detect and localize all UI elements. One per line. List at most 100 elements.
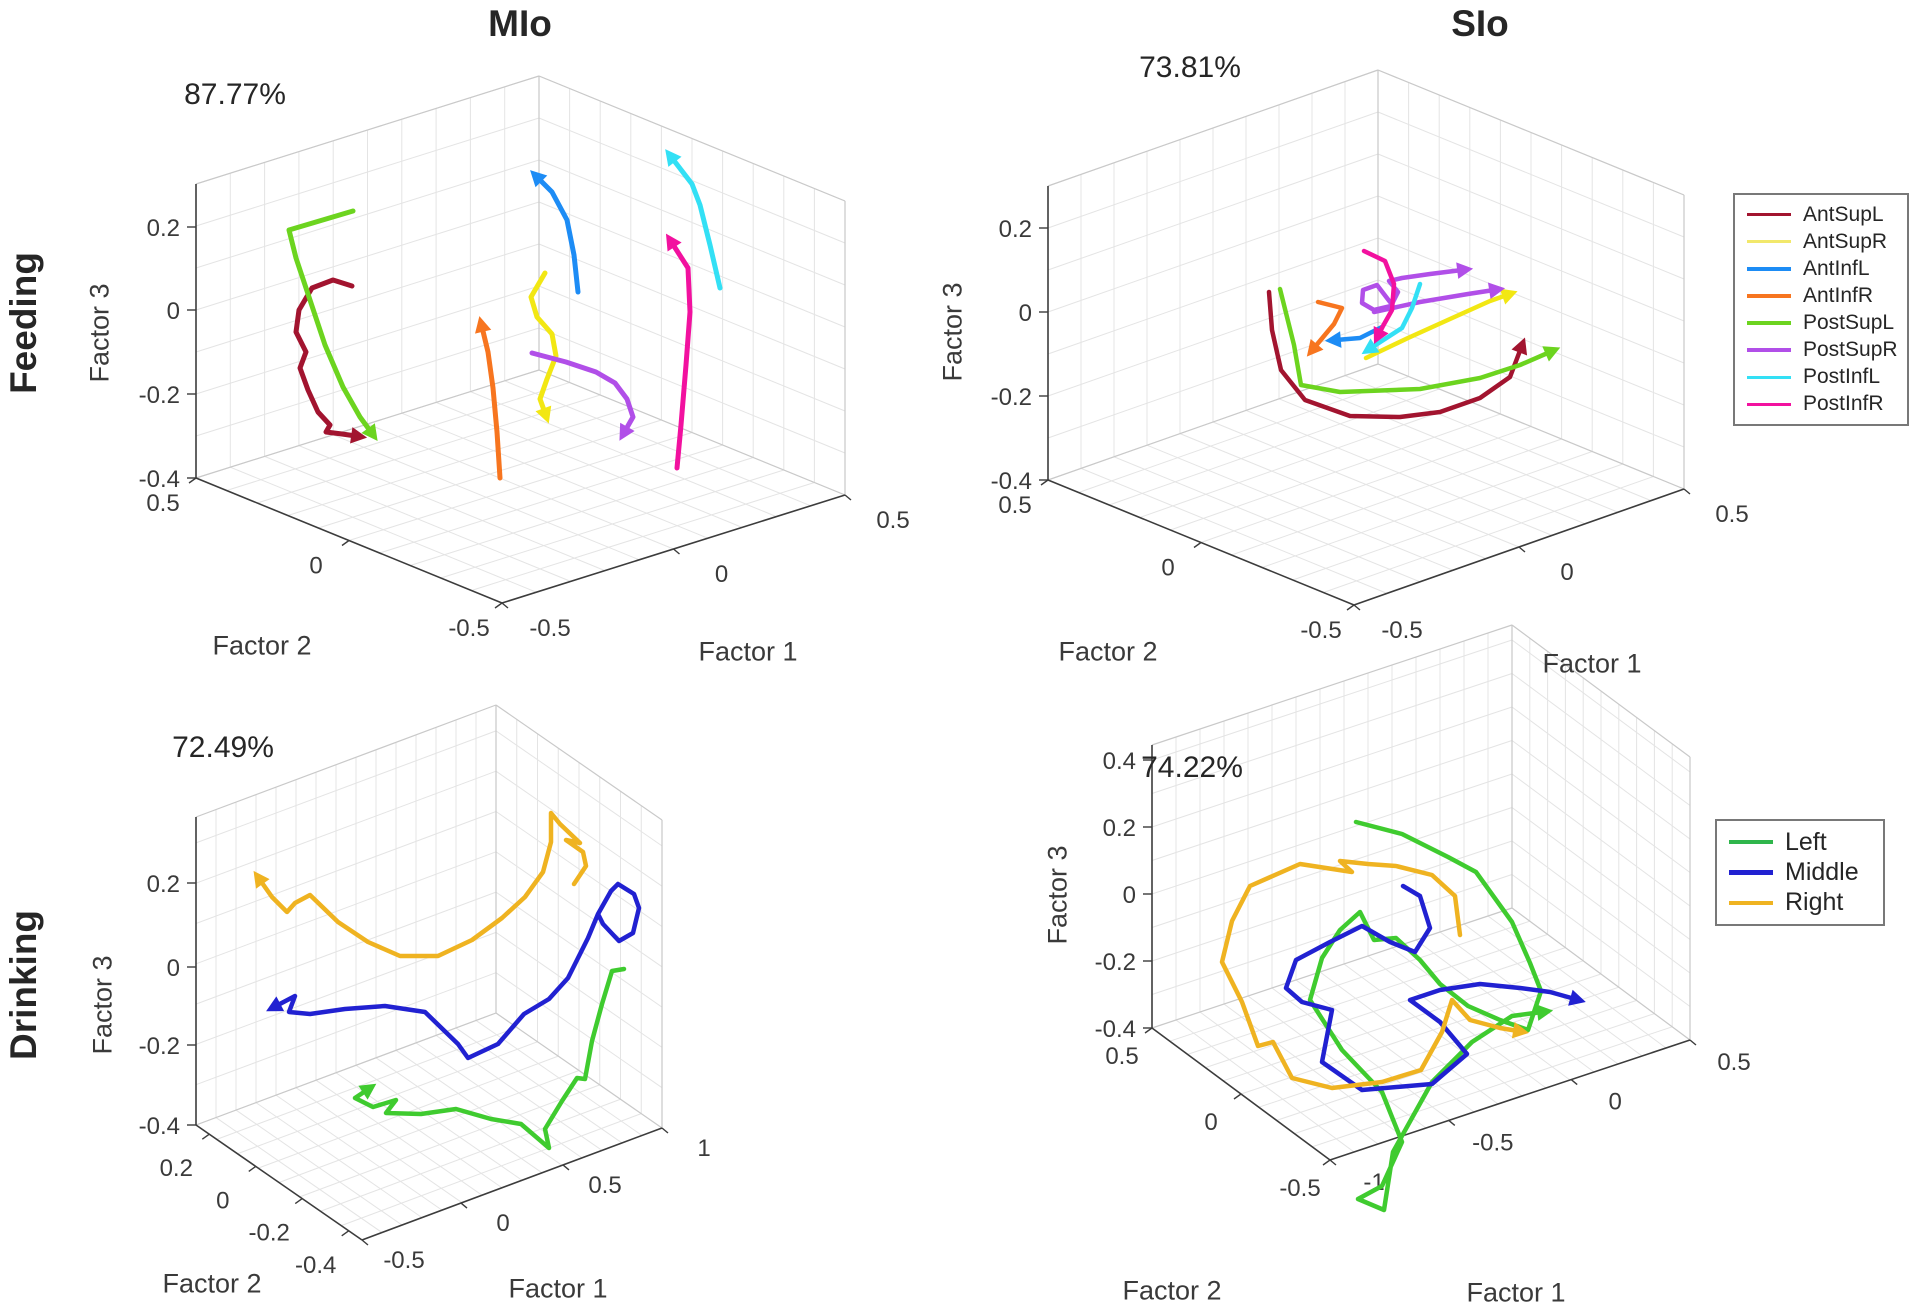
trajectory-antsupr bbox=[528, 270, 559, 416]
box-edge bbox=[1047, 69, 1379, 187]
tick-mark bbox=[1346, 604, 1355, 611]
legend-line-swatch bbox=[1747, 267, 1791, 271]
trajectory-postinfr bbox=[669, 240, 693, 471]
factor1-tick-label: 0 bbox=[715, 561, 728, 588]
grid-line bbox=[348, 432, 693, 541]
legend-item: Left bbox=[1717, 828, 1883, 857]
grid-line bbox=[195, 811, 497, 924]
tick-mark bbox=[248, 1165, 257, 1172]
legend-item-label: Left bbox=[1785, 827, 1827, 856]
factor1-tick-label: 0 bbox=[1609, 1089, 1622, 1116]
trajectory-middle bbox=[1283, 883, 1578, 1093]
factor1-tick-label: -0.5 bbox=[383, 1247, 424, 1274]
grid-line bbox=[195, 159, 540, 269]
arrowhead-postinfl bbox=[1361, 338, 1380, 355]
legend-muscles: AntSupL AntSupR AntInfL AntInfR PostSupL Post… bbox=[1733, 193, 1909, 426]
tick-mark bbox=[562, 1164, 570, 1171]
box-edge bbox=[195, 75, 540, 185]
axis-label-factor3: Factor 3 bbox=[84, 283, 115, 383]
box-edge bbox=[1377, 69, 1685, 196]
grid-line bbox=[495, 730, 663, 847]
grid-line bbox=[1047, 111, 1379, 229]
arrowhead-antsupl bbox=[350, 427, 368, 444]
tick-mark bbox=[501, 602, 509, 609]
grid-line bbox=[538, 285, 846, 412]
grid-line bbox=[1377, 195, 1685, 322]
grid-line bbox=[195, 201, 540, 311]
z-tick-label: 0 bbox=[167, 298, 180, 325]
trajectory-left bbox=[1307, 819, 1545, 1213]
arrowhead-antsupl bbox=[1511, 337, 1528, 356]
factor1-tick-label: 0.5 bbox=[1717, 1049, 1750, 1076]
legend-line-swatch bbox=[1747, 375, 1791, 380]
arrowhead-antinfl bbox=[1324, 331, 1342, 348]
grid-line bbox=[195, 117, 540, 227]
axis-label-factor2: Factor 2 bbox=[1122, 1275, 1222, 1306]
z-tick-label: 0.4 bbox=[1103, 748, 1136, 775]
arrowhead-postsupr bbox=[1456, 262, 1474, 279]
grid-line bbox=[1187, 933, 1548, 1055]
arrowhead-middle bbox=[266, 996, 285, 1012]
arrowhead-right bbox=[1511, 1022, 1530, 1039]
legend-item-label: PostSupL bbox=[1803, 311, 1895, 335]
tick-mark bbox=[1329, 1159, 1337, 1166]
grid-line bbox=[1047, 153, 1379, 271]
legend-item-label: Right bbox=[1785, 888, 1844, 917]
legend-item: AntSupL bbox=[1735, 203, 1907, 227]
grid-line bbox=[1511, 874, 1691, 1007]
box-edge bbox=[1377, 363, 1685, 490]
grid-line bbox=[1377, 153, 1685, 280]
grid-line bbox=[1312, 1026, 1673, 1148]
box-edge bbox=[1047, 363, 1379, 481]
axis-label-factor2: Factor 2 bbox=[1058, 636, 1158, 667]
arrowhead-antsupr bbox=[1499, 288, 1518, 305]
panel-title-sio: SIo bbox=[1451, 3, 1509, 44]
arrowhead-antsupr bbox=[535, 405, 552, 424]
factor1-axis bbox=[361, 1127, 663, 1241]
tick-mark bbox=[361, 1239, 369, 1246]
legend-line-swatch bbox=[1747, 402, 1791, 407]
legend-line-swatch bbox=[1729, 900, 1773, 906]
arrowhead-postsupr bbox=[619, 422, 635, 441]
grid-line bbox=[1047, 237, 1379, 355]
trajectory-antinfr bbox=[479, 324, 503, 481]
grid-line bbox=[318, 419, 662, 529]
grid-line bbox=[1511, 807, 1691, 940]
grid-line bbox=[1047, 195, 1379, 313]
trajectory-antsupl bbox=[293, 277, 359, 439]
grid-line bbox=[1294, 1013, 1655, 1135]
factor1-tick-label: -0.5 bbox=[529, 615, 570, 642]
variance-percent-drinking-mio: 72.49% bbox=[172, 731, 274, 764]
tick-mark bbox=[201, 1133, 210, 1140]
legend-item: PostSupL bbox=[1735, 311, 1907, 335]
legend-item: AntSupR bbox=[1735, 230, 1907, 254]
legend-line-swatch bbox=[1747, 294, 1791, 298]
grid-line bbox=[1205, 947, 1566, 1069]
legend-item: AntInfL bbox=[1735, 257, 1907, 281]
trajectory-postinfl bbox=[1368, 281, 1423, 351]
axis-label-factor3: Factor 3 bbox=[87, 955, 118, 1055]
grid-line bbox=[1511, 840, 1691, 974]
legend-line-swatch bbox=[1747, 321, 1791, 325]
z-tick-label: 0 bbox=[1019, 300, 1032, 327]
z-tick-label: -0.2 bbox=[139, 1033, 180, 1060]
tick-mark bbox=[1683, 488, 1691, 495]
trajectory-antsupl bbox=[1266, 289, 1524, 420]
z-tick-label: -0.4 bbox=[139, 1113, 180, 1140]
grid-line bbox=[471, 482, 815, 591]
grid-line bbox=[495, 891, 663, 1008]
trajectory-postsupl bbox=[1277, 286, 1553, 395]
axis-label-factor3: Factor 3 bbox=[1042, 845, 1073, 945]
tick-mark bbox=[341, 1230, 350, 1237]
grid-line bbox=[1511, 740, 1691, 873]
tick-mark bbox=[661, 1127, 669, 1134]
legend-item: AntInfR bbox=[1735, 284, 1907, 308]
grid-line bbox=[538, 201, 846, 328]
grid-line bbox=[1151, 740, 1513, 861]
axis-label-factor2: Factor 2 bbox=[162, 1268, 262, 1299]
factor1-tick-label: -0.5 bbox=[1472, 1129, 1513, 1156]
trajectory-middle bbox=[273, 881, 642, 1061]
factor2-tick-label: -0.2 bbox=[249, 1220, 290, 1247]
z-tick-label: -0.4 bbox=[1095, 1016, 1136, 1043]
grid-line bbox=[1047, 321, 1379, 439]
